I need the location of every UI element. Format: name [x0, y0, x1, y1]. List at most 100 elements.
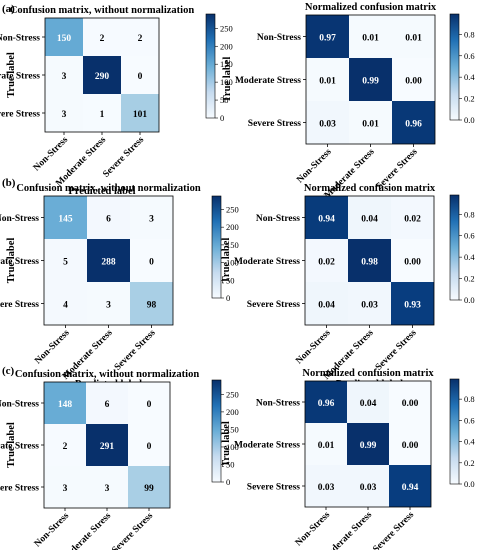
y-tick-label: Non-Stress	[256, 214, 300, 224]
colorbar-tick-label: 0.6	[464, 231, 475, 241]
cell-value-label: 0.94	[402, 483, 419, 493]
cell-value-label: 1	[100, 110, 105, 120]
x-tick-label: Non-Stress	[294, 510, 333, 549]
heatmap-cell	[392, 58, 435, 101]
x-tick-label: Severe Stress	[374, 328, 419, 373]
chart-title: Confusion matrix, without normalization	[15, 369, 200, 380]
x-tick-label: Non-Stress	[33, 328, 72, 367]
colorbar-tick-label: 0.6	[464, 51, 475, 61]
y-tick-label: Severe Stress	[247, 300, 301, 310]
heatmap-cell	[347, 465, 389, 507]
cell-value-label: 0	[149, 258, 154, 268]
colorbar-gradient	[205, 13, 216, 119]
cell-value-label: 0.01	[362, 120, 379, 130]
heatmap-cell	[347, 423, 389, 465]
y-tick-label: Non-Stress	[0, 214, 39, 224]
cell-value-label: 0.02	[318, 258, 335, 268]
colorbar-tick-label: 0	[220, 113, 224, 123]
y-tick-label: Moderate Stress	[234, 441, 300, 451]
cell-value-label: 0.00	[402, 399, 419, 409]
heatmap-cell	[391, 282, 434, 325]
colorbar-tick-label: 0.0	[464, 115, 475, 125]
heatmap-cell	[87, 239, 130, 282]
y-tick-label: Non-Stress	[0, 34, 40, 44]
cell-value-label: 0.93	[404, 301, 421, 311]
heatmap-cell	[348, 239, 391, 282]
y-tick-label: Moderate Stress	[234, 257, 300, 267]
heatmap-cell	[83, 94, 121, 132]
chart-title: Normalized confusion matrix	[304, 183, 436, 194]
heatmap-cell	[305, 196, 348, 239]
heatmap-cell	[306, 58, 349, 101]
cell-value-label: 0.99	[360, 441, 377, 451]
heatmap-cell	[44, 466, 86, 508]
x-tick-label: Non-Stress	[33, 511, 72, 550]
heatmap-cell	[44, 424, 86, 466]
cell-value-label: 0.03	[360, 483, 377, 493]
colorbar-gradient	[449, 378, 460, 485]
heatmap-cell	[86, 424, 128, 466]
heatmap-cell	[44, 196, 87, 239]
colorbar-gradient	[449, 13, 460, 121]
cell-value-label: 6	[106, 215, 111, 225]
heatmap-cell	[347, 381, 389, 423]
colorbar-tick-label: 200	[220, 41, 233, 51]
heatmap-cell	[306, 101, 349, 144]
heatmap-cell	[349, 15, 392, 58]
chart-title: Normalized confusion matrix	[305, 2, 437, 13]
cell-value-label: 2	[100, 34, 105, 44]
cell-value-label: 0.00	[405, 77, 422, 87]
heatmap-cell	[45, 94, 83, 132]
colorbar-tick-label: 0.6	[464, 415, 475, 425]
heatmap-cell	[86, 466, 128, 508]
cell-value-label: 0.04	[361, 215, 378, 225]
heatmap-cell	[349, 101, 392, 144]
x-tick-label: Severe Stress	[371, 510, 416, 550]
colorbar-tick-label: 0	[226, 293, 230, 303]
cell-value-label: 5	[63, 258, 68, 268]
chart-title: Confusion matrix, without normalization	[16, 183, 201, 194]
y-axis-label: True label	[221, 421, 232, 467]
colorbar-tick-label: 250	[226, 204, 239, 214]
heatmap-cell	[128, 424, 170, 466]
cell-value-label: 150	[57, 34, 72, 44]
cell-value-label: 0.01	[318, 441, 335, 451]
y-tick-label: Non-Stress	[257, 33, 301, 43]
colorbar-tick-label: 0.0	[464, 479, 475, 489]
cell-value-label: 0.96	[405, 120, 422, 130]
x-tick-label: Non-Stress	[32, 135, 71, 174]
y-tick-label: Moderate Stress	[0, 257, 39, 267]
confusion-panel-1: (a) Confusion matrix, without normalizati…	[0, 3, 233, 197]
heatmap-cell	[305, 465, 347, 507]
panel-label: (a)	[2, 3, 15, 15]
colorbar: 0.8 0.6 0.4 0.2 0.0	[449, 13, 475, 125]
heatmap-cell	[348, 282, 391, 325]
colorbar: 0.8 0.6 0.4 0.2 0.0	[449, 194, 475, 305]
colorbar-tick-label: 150	[226, 240, 239, 250]
colorbar-tick-label: 250	[226, 389, 239, 399]
cell-value-label: 0.04	[318, 301, 335, 311]
heatmap-cell	[121, 56, 159, 94]
heatmap-cell	[128, 466, 170, 508]
cell-value-label: 0.98	[361, 258, 378, 268]
cell-value-label: 2	[63, 442, 68, 452]
colorbar: 250 200 150 100 50 0	[211, 379, 239, 487]
colorbar-tick-label: 0.8	[464, 29, 475, 39]
y-tick-label: Moderate Stress	[0, 72, 40, 82]
cell-value-label: 4	[63, 301, 68, 311]
heatmap-cell	[389, 465, 431, 507]
x-axis-label: Predicted label	[68, 186, 135, 197]
heatmap-cell	[130, 282, 173, 325]
heatmap-cell	[121, 94, 159, 132]
panel-label: (c)	[2, 365, 15, 377]
colorbar-tick-label: 150	[220, 59, 233, 69]
heatmap-cell	[121, 18, 159, 56]
x-tick-label: Severe Stress	[101, 135, 146, 180]
y-axis-label: True label	[6, 238, 17, 284]
cell-value-label: 0.96	[318, 399, 335, 409]
cell-value-label: 3	[62, 110, 67, 120]
x-tick-label: Non-Stress	[295, 147, 334, 186]
